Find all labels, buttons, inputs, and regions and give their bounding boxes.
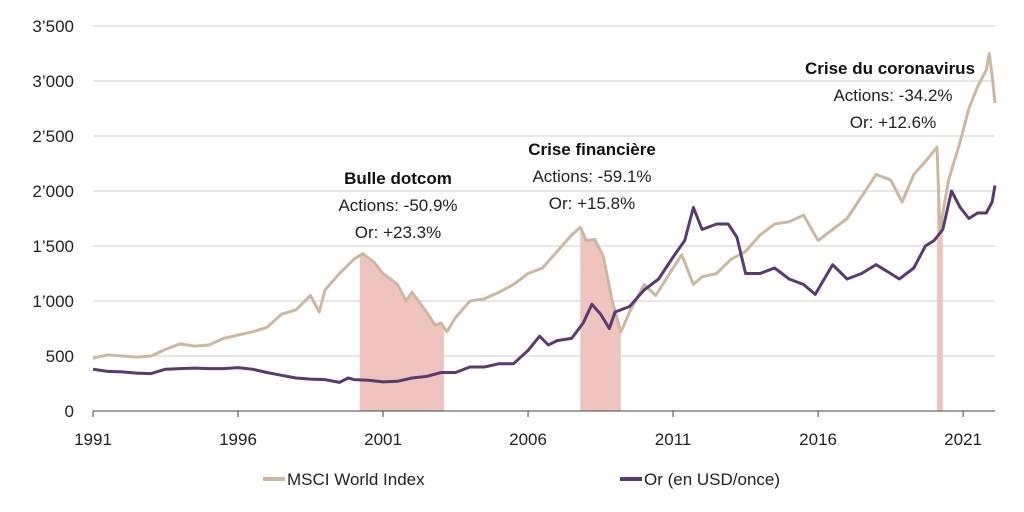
x-tick-label: 1996 — [219, 430, 257, 449]
x-tick-label: 1991 — [74, 430, 112, 449]
y-tick-label: 1’000 — [32, 292, 74, 311]
x-tick-label: 2011 — [655, 430, 692, 449]
legend: MSCI World Index Or (en USD/once) — [263, 470, 780, 489]
legend-label: Or (en USD/once) — [644, 470, 780, 489]
y-tick-label: 3’500 — [32, 17, 74, 36]
legend-label: MSCI World Index — [287, 470, 425, 489]
crisis-gold-change: Or: +15.8% — [549, 194, 635, 213]
crisis-annotations: Bulle dotcom Actions: -50.9% Or: +23.3% Cri… — [338, 59, 975, 242]
x-tick-label: 2016 — [799, 430, 837, 449]
x-axis — [92, 410, 995, 417]
series-line-1 — [92, 185, 997, 384]
y-axis-tick-labels: 0 500 1’000 1’500 2’000 2’500 3’000 3’500 — [32, 17, 74, 421]
y-tick-label: 3’000 — [32, 72, 74, 91]
x-tick-label: 2021 — [944, 430, 982, 449]
crisis-shade-1 — [580, 227, 621, 411]
y-tick-label: 2’000 — [32, 182, 74, 201]
crisis-title: Crise financière — [528, 140, 656, 159]
crisis-shade-0 — [359, 253, 444, 411]
crisis-title: Crise du coronavirus — [805, 59, 975, 78]
crisis-stock-change: Actions: -59.1% — [532, 167, 651, 186]
series-lines — [92, 52, 997, 384]
crisis-stock-change: Actions: -34.2% — [833, 86, 952, 105]
y-tick-label: 500 — [46, 347, 74, 366]
y-tick-label: 2’500 — [32, 127, 74, 146]
y-tick-label: 1’500 — [32, 237, 74, 256]
gridlines — [93, 25, 995, 357]
series-line-0 — [92, 52, 997, 360]
x-axis-tick-labels: 1991 1996 2001 2006 2011 2016 2021 — [74, 430, 982, 449]
x-tick-label: 2001 — [364, 430, 402, 449]
crisis-gold-change: Or: +12.6% — [850, 113, 936, 132]
crisis-stock-change: Actions: -50.9% — [338, 196, 457, 215]
crisis-gold-change: Or: +23.3% — [355, 223, 441, 242]
y-tick-label: 0 — [65, 402, 74, 421]
x-tick-label: 2006 — [509, 430, 547, 449]
crisis-title: Bulle dotcom — [344, 169, 452, 188]
